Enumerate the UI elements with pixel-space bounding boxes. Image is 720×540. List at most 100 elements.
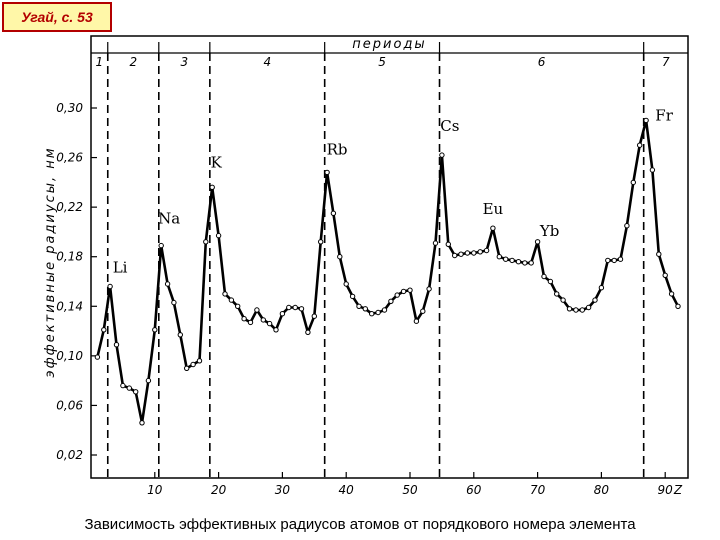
data-point [541,273,547,280]
data-point [113,342,120,348]
data-point [254,307,260,313]
data-point [171,299,177,306]
data-point [407,287,413,293]
data-point [592,297,598,303]
top-axis-label: периоды [352,37,426,52]
x-tick-label: 20 [211,483,227,497]
data-point [624,223,630,229]
data-point [177,332,184,338]
data-point [330,210,337,217]
data-point [445,241,451,248]
radius-series-line [96,119,680,425]
data-point [139,420,145,426]
x-tick-label: 60 [466,483,482,497]
x-tick-label: 70 [530,483,546,497]
data-point [318,239,324,245]
period-label: 4 [263,55,271,69]
data-point [388,298,394,304]
data-point [617,256,624,262]
data-point [260,317,266,323]
data-point [375,309,381,316]
data-point [649,167,656,173]
data-point [611,257,617,264]
data-point [279,311,286,317]
data-point [643,117,649,124]
data-point [196,358,203,364]
data-point [554,291,560,297]
data-point [94,354,101,360]
y-tick-label: 0,18 [56,250,83,264]
data-point [637,142,643,148]
element-label-li: Li [113,259,128,277]
data-point [496,254,502,260]
period-label: 2 [129,55,137,69]
data-point [547,278,554,285]
data-point [369,311,375,317]
period-label: 5 [378,55,386,69]
data-point [573,307,579,313]
data-point [413,318,420,324]
x-tick-label: 10 [147,483,163,497]
data-point [235,303,241,309]
data-point [273,327,279,333]
data-point [349,293,356,300]
data-point [598,285,605,291]
data-point [356,303,362,309]
data-point [311,313,317,319]
period-label: 6 [538,55,546,69]
data-point [126,385,133,391]
data-point [381,307,388,313]
data-point [133,389,139,395]
data-point [566,306,573,312]
data-point [184,365,190,371]
data-point [630,179,636,186]
data-point [515,259,522,265]
data-point [266,320,273,327]
data-point [509,257,515,264]
element-label-fr: Fr [655,106,673,124]
data-point [675,303,681,309]
data-point [585,304,592,311]
y-tick-label: 0,02 [56,448,83,462]
data-point [400,288,407,295]
data-point [337,254,343,260]
y-tick-label: 0,06 [56,398,83,412]
y-tick-label: 0,14 [56,299,83,313]
y-tick-label: 0,26 [56,151,83,165]
data-point [101,327,107,333]
data-point [458,251,464,257]
x-tick-label: 40 [339,483,355,497]
chart-caption: Зависимость эффективных радиусов атомов … [84,516,636,533]
element-label-na: Na [158,210,180,228]
data-point [464,250,471,256]
data-point [215,232,222,239]
data-point [120,382,126,389]
period-label: 3 [180,55,188,69]
data-point [490,225,496,231]
data-point [432,240,439,246]
period-label: 1 [96,55,104,69]
element-label-cs: Cs [440,117,459,135]
data-point [483,247,490,254]
data-point [241,316,247,322]
period-label: 7 [662,55,670,69]
data-point [662,272,668,278]
data-point [298,306,305,312]
source-label: Угай, с. 53 [2,2,112,32]
y-axis-label: эффективные радиусы, нм [43,146,58,377]
data-point [190,361,196,368]
data-point [292,304,298,311]
data-point [522,260,528,266]
data-point [579,307,585,313]
data-point [394,292,400,298]
data-point [420,308,426,314]
data-point [158,242,164,249]
element-label-k: K [211,153,223,171]
data-point [656,251,662,257]
data-point [668,291,675,297]
data-point [286,304,292,311]
plot-frame [90,35,689,479]
data-point [324,169,330,176]
x-tick-label: 90 [658,483,674,497]
